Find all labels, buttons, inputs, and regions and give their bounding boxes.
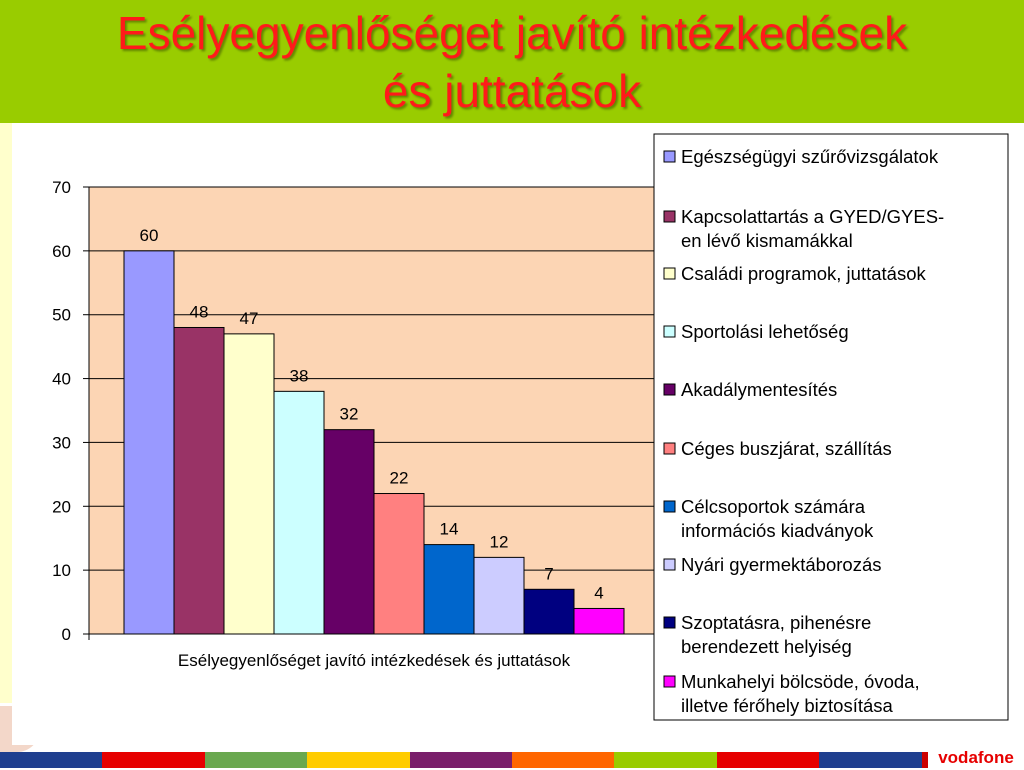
bar-chart: 0 10 20 30 40 50 60 70 60 48 47 38 32 22 14 12 7 4 Esély… [52, 133, 1009, 721]
legend-label: Munkahelyi bölcsöde, óvoda, illetve férőh… [681, 671, 920, 716]
footer-color-segment [307, 752, 410, 768]
bar [423, 544, 475, 635]
footer-color-segment [716, 752, 820, 768]
legend-label-line: Kapcsolattartás a GYED/GYES- [681, 206, 944, 227]
legend-box [653, 133, 1009, 721]
footer-color-segment [0, 752, 103, 768]
data-label: 48 [190, 302, 209, 321]
legend-label-line: Céges buszjárat, szállítás [681, 438, 892, 459]
y-tick-label: 70 [52, 178, 71, 197]
y-tick-label: 20 [52, 497, 71, 516]
legend-label: Akadálymentesítés [681, 379, 837, 400]
legend-label: Szoptatásra, pihenésre berendezett helyis… [681, 612, 871, 657]
bars [123, 250, 625, 635]
slide-title-line-1: Esélyegyenlőséget javító intézkedések [116, 7, 908, 59]
legend-swatch [663, 675, 676, 688]
data-label: 47 [240, 309, 259, 328]
bar [573, 607, 625, 635]
legend-label-line: információs kiadványok [681, 520, 874, 541]
legend-swatch [663, 558, 676, 571]
footer-color-strip [0, 752, 1024, 768]
legend-label-line: Nyári gyermektáborozás [681, 554, 882, 575]
footer-color-segment [512, 752, 615, 768]
data-label: 32 [340, 405, 359, 424]
footer-color-segment [102, 752, 205, 768]
x-axis-category-label: Esélyegyenlőséget javító intézkedések és… [178, 651, 571, 670]
y-tick-label: 30 [52, 433, 71, 452]
y-tick-label: 40 [52, 370, 71, 389]
y-tick-label: 10 [52, 561, 71, 580]
bar [473, 556, 525, 635]
legend-label: Családi programok, juttatások [681, 263, 926, 284]
legend-label-line: Célcsoportok számára [681, 496, 866, 517]
legend-swatch [663, 267, 676, 280]
legend-swatch [663, 500, 676, 513]
y-tick-label: 0 [62, 625, 71, 644]
data-label: 60 [140, 226, 159, 245]
legend-swatch [663, 616, 676, 629]
data-label: 22 [390, 469, 409, 488]
legend-swatch [663, 383, 676, 396]
legend-label-line: Egészségügyi szűrővizsgálatok [681, 146, 939, 167]
legend-label-line: Szoptatásra, pihenésre [681, 612, 871, 633]
y-tick-label: 50 [52, 306, 71, 325]
legend-label-line: berendezett helyiség [681, 636, 852, 657]
data-label: 14 [440, 520, 459, 539]
y-tick-labels: 0 10 20 30 40 50 60 70 [52, 178, 71, 644]
footer-color-segment [409, 752, 512, 768]
bar [523, 588, 575, 635]
bar [123, 250, 175, 635]
legend-label: Kapcsolattartás a GYED/GYES-en lévő kism… [681, 206, 944, 251]
legend: Egészségügyi szűrővizsgálatok Kapcsolatta… [653, 133, 1009, 721]
title-bar: Esélyegyenlőséget javító intézkedések és… [0, 0, 1024, 123]
data-label: 7 [544, 564, 553, 583]
bar [373, 493, 425, 635]
footer-color-segment [204, 752, 308, 768]
footer-color-segment [819, 752, 922, 768]
chart-frame: 0 10 20 30 40 50 60 70 60 48 47 38 32 22 14 12 7 4 Esély… [12, 123, 1024, 745]
slide-title-line-2: és juttatások [382, 65, 642, 117]
bar [323, 429, 375, 635]
data-label: 38 [290, 366, 309, 385]
data-labels: 60 48 47 38 32 22 14 12 7 4 [140, 226, 604, 603]
bar [173, 326, 225, 635]
data-label: 12 [490, 532, 509, 551]
legend-label-line: Akadálymentesítés [681, 379, 837, 400]
bar [273, 390, 325, 635]
legend-swatch [663, 325, 676, 338]
legend-label: Nyári gyermektáborozás [681, 554, 882, 575]
legend-label: Céges buszjárat, szállítás [681, 438, 892, 459]
legend-label-line: Sportolási lehetőség [681, 321, 849, 342]
legend-label: Sportolási lehetőség [681, 321, 849, 342]
legend-swatch [663, 442, 676, 455]
legend-label-line: Családi programok, juttatások [681, 263, 926, 284]
legend-label: Egészségügyi szűrővizsgálatok [681, 146, 939, 167]
legend-label-line: illetve férőhely biztosítása [681, 695, 894, 716]
y-tick-label: 60 [52, 242, 71, 261]
footer-color-segment [614, 752, 717, 768]
legend-swatch [663, 210, 676, 223]
legend-label: Célcsoportok számára információs kiadvány… [681, 496, 874, 541]
brand-logo: vodafone [928, 746, 1024, 768]
data-label: 4 [594, 583, 603, 602]
legend-swatch [663, 150, 676, 163]
legend-label-line: en lévő kismamákkal [681, 230, 853, 251]
legend-label-line: Munkahelyi bölcsöde, óvoda, [681, 671, 920, 692]
axes [83, 186, 660, 640]
bar [223, 333, 275, 635]
